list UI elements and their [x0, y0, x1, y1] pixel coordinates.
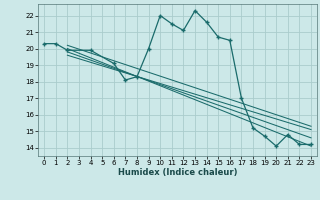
X-axis label: Humidex (Indice chaleur): Humidex (Indice chaleur): [118, 168, 237, 177]
